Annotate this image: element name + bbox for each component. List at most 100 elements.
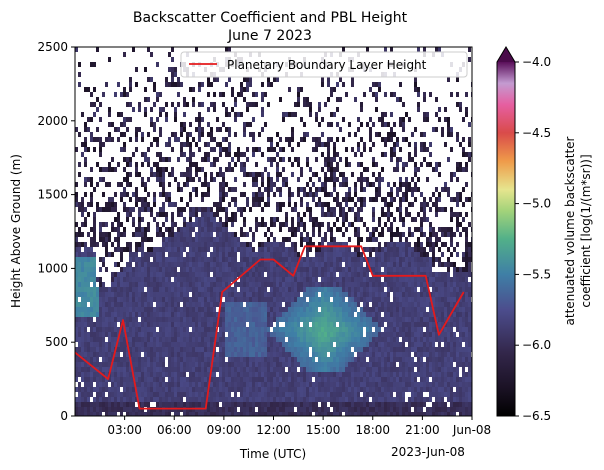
heatmap-cell <box>372 352 375 357</box>
heatmap-cell <box>381 252 384 257</box>
heatmap-cell <box>372 347 375 352</box>
heatmap-cell <box>219 237 222 242</box>
heatmap-cell <box>123 192 126 197</box>
heatmap-cell <box>273 182 276 187</box>
heatmap-cell <box>252 132 255 137</box>
heatmap-cell <box>156 272 159 277</box>
heatmap-cell <box>270 252 273 257</box>
heatmap-cell <box>162 222 165 227</box>
heatmap-cell <box>183 217 186 222</box>
heatmap-cell <box>285 177 288 182</box>
heatmap-cell <box>225 297 228 302</box>
heatmap-cell <box>165 197 168 202</box>
heatmap-cell <box>384 337 387 342</box>
heatmap-cell <box>324 327 327 332</box>
heatmap-cell <box>297 332 300 337</box>
heatmap-cell <box>153 122 156 127</box>
heatmap-cell <box>330 372 333 377</box>
heatmap-cell <box>276 272 279 277</box>
heatmap-cell <box>351 207 354 212</box>
heatmap-cell <box>207 122 210 127</box>
heatmap-cell <box>144 297 147 302</box>
heatmap-cell <box>327 192 330 197</box>
heatmap-cell <box>141 347 144 352</box>
heatmap-cell <box>234 312 237 317</box>
heatmap-cell <box>348 347 351 352</box>
heatmap-cell <box>75 232 78 237</box>
heatmap-cell <box>357 142 360 147</box>
heatmap-cell <box>102 287 105 292</box>
heatmap-cell <box>141 402 144 407</box>
heatmap-cell <box>180 342 183 347</box>
heatmap-cell <box>288 402 291 407</box>
heatmap-cell <box>363 337 366 342</box>
heatmap-cell <box>75 327 78 332</box>
heatmap-cell <box>93 292 96 297</box>
heatmap-cell <box>186 322 189 327</box>
heatmap-cell <box>342 197 345 202</box>
heatmap-cell <box>327 202 330 207</box>
heatmap-cell <box>303 397 306 402</box>
heatmap-cell <box>309 302 312 307</box>
heatmap-cell <box>207 327 210 332</box>
heatmap-cell <box>156 302 159 307</box>
heatmap-cell <box>126 307 129 312</box>
heatmap-cell <box>345 247 348 252</box>
heatmap-cell <box>156 227 159 232</box>
heatmap-cell <box>141 392 144 397</box>
heatmap-cell <box>120 302 123 307</box>
heatmap-cell <box>231 232 234 237</box>
heatmap-cell <box>210 377 213 382</box>
heatmap-cell <box>228 302 231 307</box>
heatmap-cell <box>279 272 282 277</box>
heatmap-cell <box>300 187 303 192</box>
heatmap-cell <box>135 247 138 252</box>
heatmap-cell <box>273 287 276 292</box>
heatmap-cell <box>222 302 225 307</box>
heatmap-cell <box>135 137 138 142</box>
heatmap-cell <box>390 302 393 307</box>
heatmap-cell <box>318 327 321 332</box>
heatmap-cell <box>243 387 246 392</box>
heatmap-cell <box>297 142 300 147</box>
heatmap-cell <box>330 382 333 387</box>
heatmap-cell <box>354 132 357 137</box>
heatmap-cell <box>186 317 189 322</box>
heatmap-cell <box>99 377 102 382</box>
heatmap-cell <box>240 252 243 257</box>
heatmap-cell <box>174 327 177 332</box>
heatmap-cell <box>261 82 264 87</box>
heatmap-cell <box>174 347 177 352</box>
heatmap-cell <box>351 342 354 347</box>
heatmap-cell <box>213 272 216 277</box>
heatmap-cell <box>141 297 144 302</box>
heatmap-cell <box>144 157 147 162</box>
heatmap-cell <box>171 302 174 307</box>
heatmap-cell <box>330 272 333 277</box>
heatmap-cell <box>207 267 210 272</box>
heatmap-cell <box>396 207 399 212</box>
heatmap-cell <box>87 287 90 292</box>
heatmap-cell <box>81 387 84 392</box>
heatmap-cell <box>369 127 372 132</box>
heatmap-cell <box>216 367 219 372</box>
heatmap-cell <box>192 137 195 142</box>
heatmap-cell <box>312 292 315 297</box>
heatmap-cell <box>369 382 372 387</box>
heatmap-cell <box>393 292 396 297</box>
heatmap-cell <box>246 257 249 262</box>
heatmap-cell <box>375 302 378 307</box>
heatmap-cell <box>258 397 261 402</box>
heatmap-cell <box>387 407 390 412</box>
heatmap-cell <box>219 147 222 152</box>
heatmap-cell <box>261 197 264 202</box>
heatmap-cell <box>303 347 306 352</box>
heatmap-cell <box>219 342 222 347</box>
heatmap-cell <box>378 252 381 257</box>
heatmap-cell <box>210 212 213 217</box>
heatmap-cell <box>285 292 288 297</box>
heatmap-cell <box>312 232 315 237</box>
heatmap-cell <box>87 202 90 207</box>
heatmap-cell <box>123 317 126 322</box>
